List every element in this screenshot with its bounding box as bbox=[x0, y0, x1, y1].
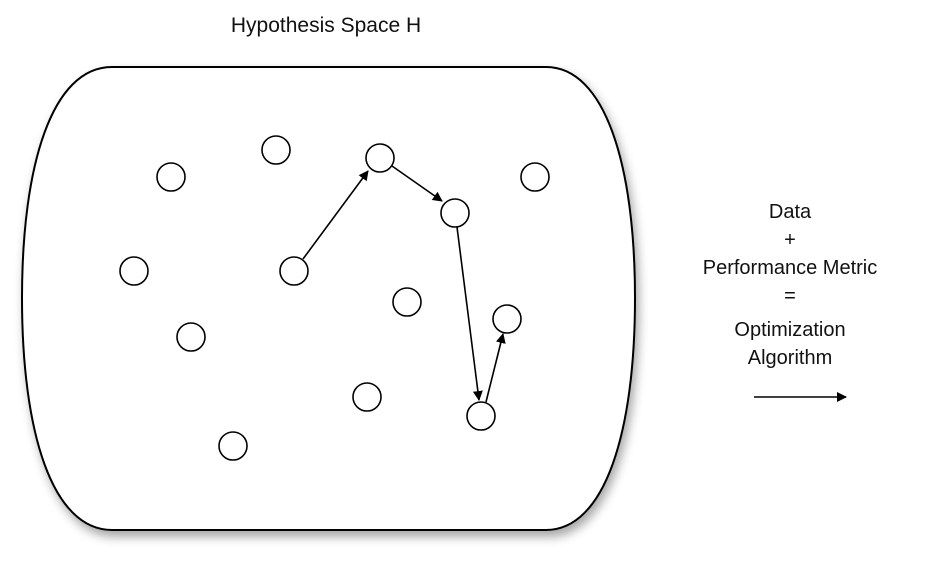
hypothesis-node bbox=[176, 322, 206, 352]
search-path-arrow bbox=[485, 333, 506, 403]
hypothesis-node bbox=[365, 143, 395, 173]
legend-data-text: Data bbox=[768, 201, 812, 223]
search-path-arrow bbox=[302, 170, 369, 260]
legend-equals-text: = bbox=[784, 285, 796, 307]
hypothesis-node bbox=[466, 401, 496, 431]
hypothesis-node bbox=[119, 256, 149, 286]
hypothesis-node bbox=[492, 304, 522, 334]
hypothesis-node bbox=[156, 162, 186, 192]
legend-optimization-text: Optimization bbox=[734, 319, 846, 341]
search-path-arrow bbox=[391, 165, 443, 202]
legend-plus-text: + bbox=[784, 229, 796, 251]
hypothesis-node bbox=[218, 431, 248, 461]
search-path-arrow bbox=[456, 226, 483, 401]
hypothesis-node bbox=[352, 382, 382, 412]
legend-metric-text: Performance Metric bbox=[702, 257, 878, 279]
hypothesis-space-region bbox=[20, 66, 637, 531]
hypothesis-node bbox=[261, 135, 291, 165]
diagram-title: Hypothesis Space H bbox=[230, 14, 422, 37]
optimization-legend: Data + Performance Metric = Optimization… bbox=[670, 198, 910, 372]
legend-algorithm-text: Algorithm bbox=[747, 347, 833, 369]
hypothesis-node bbox=[392, 287, 422, 317]
hypothesis-node bbox=[279, 256, 309, 286]
hypothesis-node bbox=[440, 198, 470, 228]
hypothesis-node bbox=[520, 162, 550, 192]
